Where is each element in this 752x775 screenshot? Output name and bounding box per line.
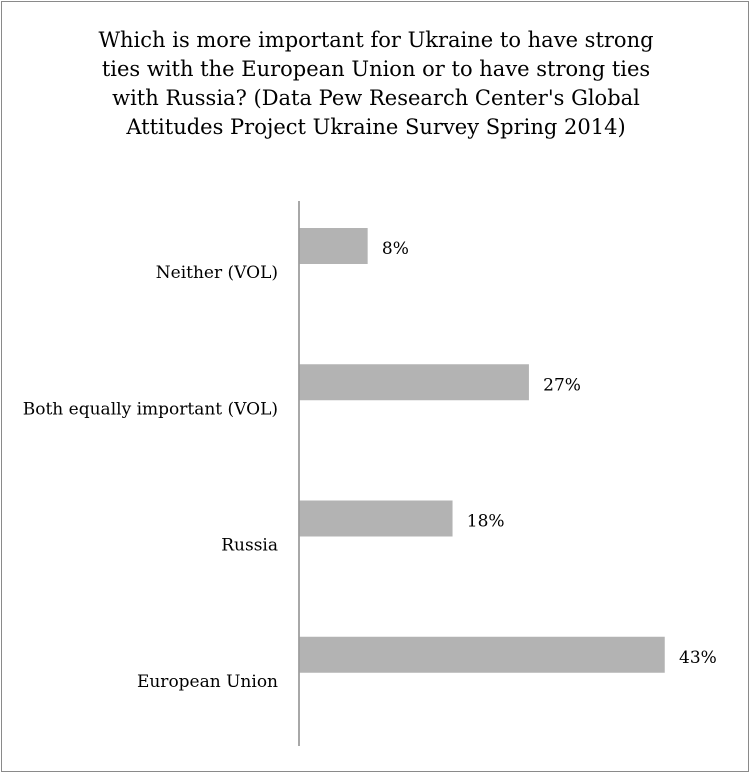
category-label: European Union	[137, 672, 278, 692]
category-label: Neither (VOL)	[156, 263, 278, 283]
category-label: Russia	[221, 536, 278, 556]
bars-layer	[299, 228, 665, 673]
bar-1	[299, 364, 529, 401]
bar-2	[299, 500, 453, 537]
chart-title-line: Which is more important for Ukraine to h…	[98, 28, 654, 52]
bar-0	[299, 228, 368, 264]
category-label: Both equally important (VOL)	[23, 399, 278, 419]
value-label: 18%	[467, 512, 505, 532]
chart-title-line: with Russia? (Data Pew Research Center's…	[112, 86, 640, 110]
value-label: 27%	[543, 375, 581, 395]
value-label: 43%	[679, 648, 717, 668]
chart-title: Which is more important for Ukraine to h…	[70, 26, 682, 142]
bar-3	[299, 636, 665, 673]
labels-layer: Neither (VOL) 8% Both equally important (V…	[23, 239, 717, 692]
value-label: 8%	[382, 239, 409, 259]
chart-title-line: ties with the European Union or to have …	[101, 57, 651, 81]
chart-title-line: Attitudes Project Ukraine Survey Spring …	[126, 115, 626, 139]
